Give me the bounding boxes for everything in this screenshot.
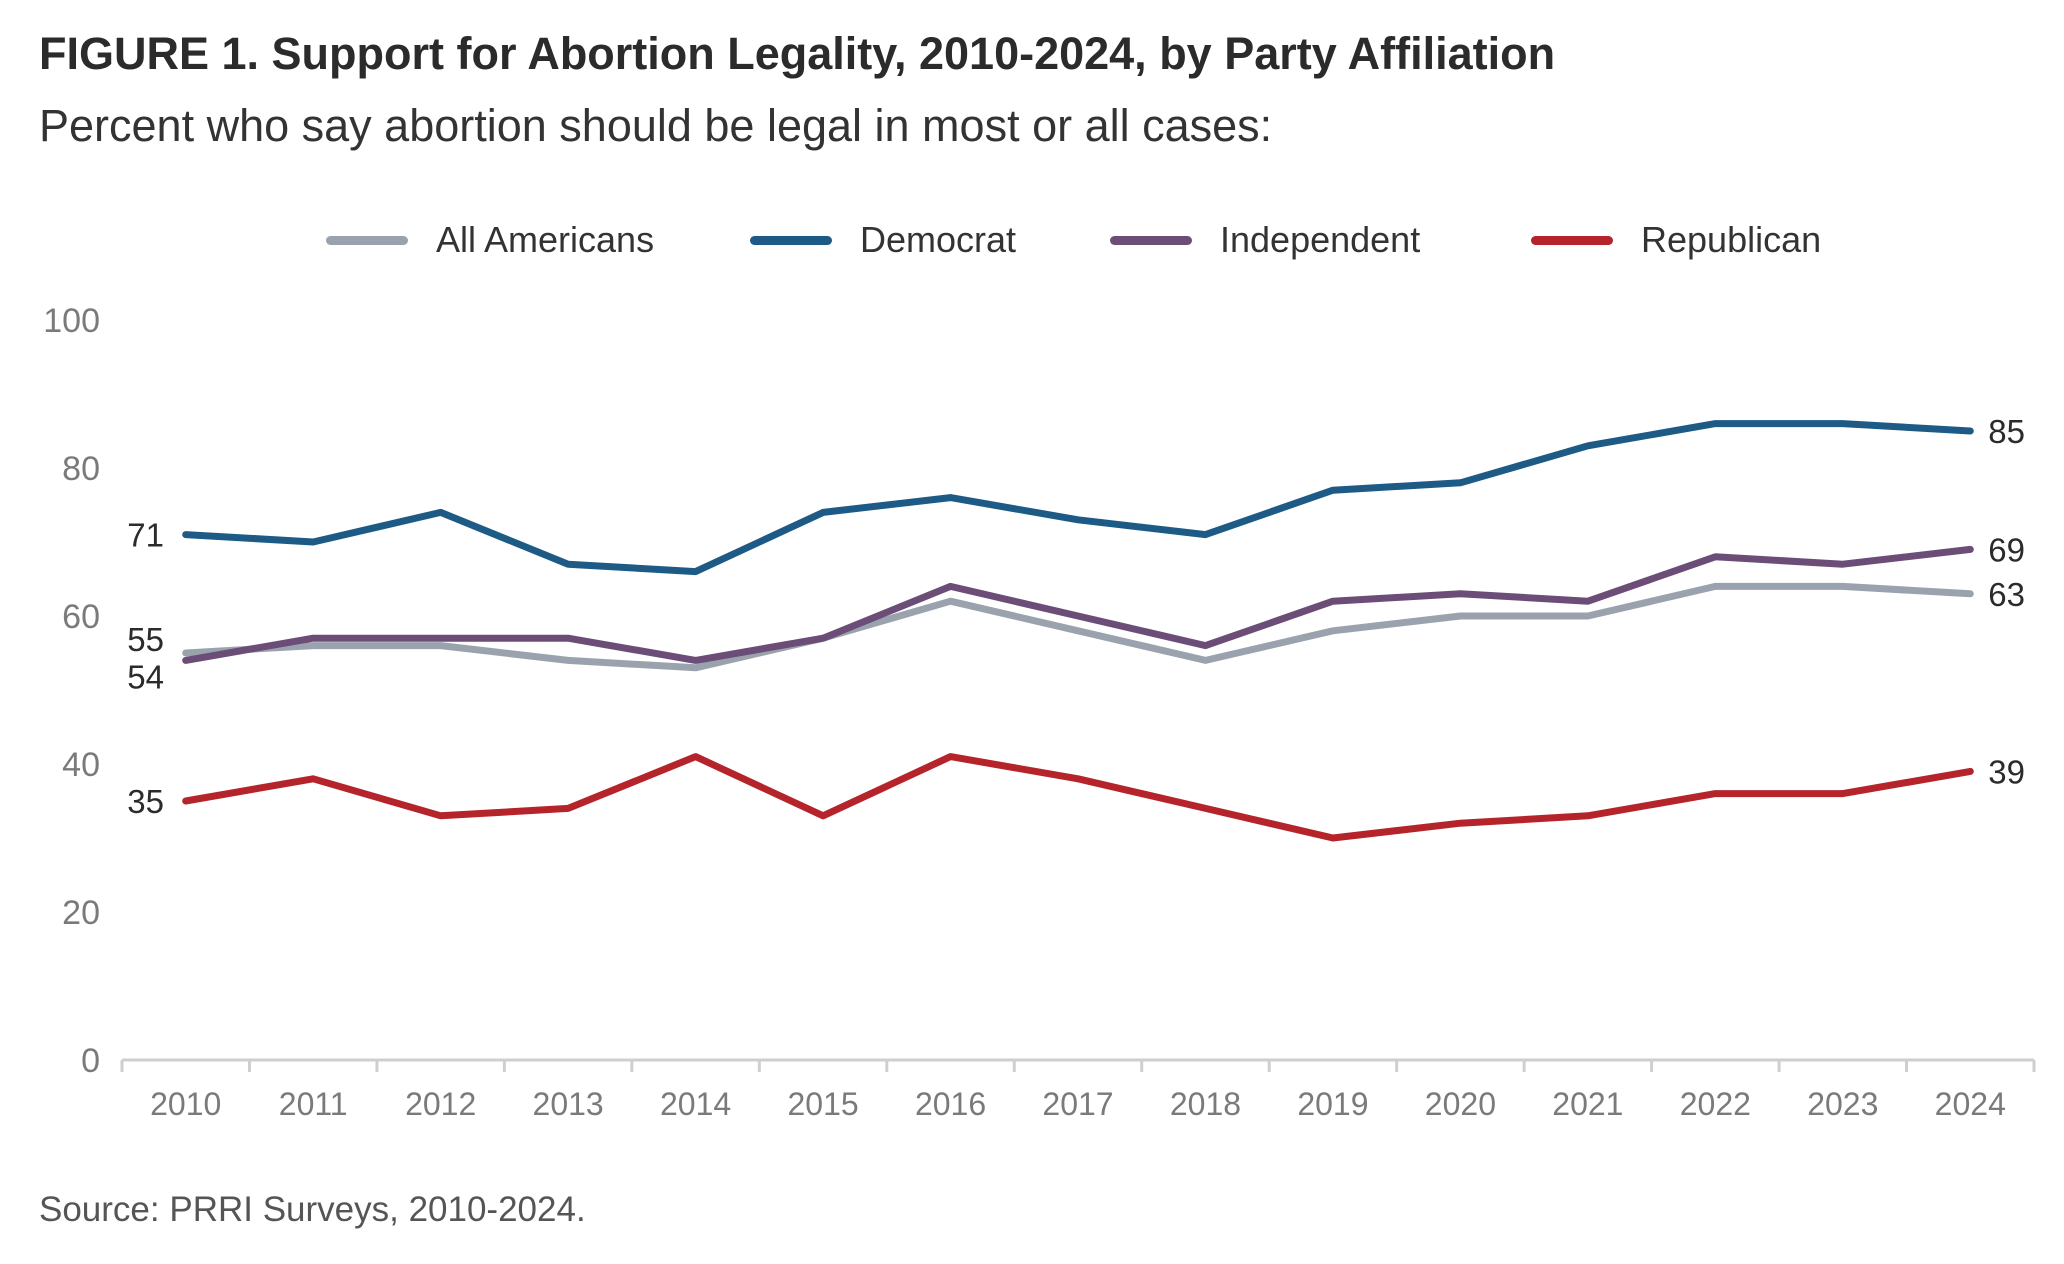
end-label-republican: 39 — [1988, 753, 2025, 790]
legend-label-republican: Republican — [1641, 219, 1822, 260]
chart-legend: All Americans Democrat Independent Repub… — [0, 210, 2064, 270]
x-tick-label: 2016 — [915, 1086, 986, 1122]
y-tick-label: 100 — [43, 302, 100, 340]
chart-subtitle: Percent who say abortion should be legal… — [39, 100, 1273, 151]
x-tick-label: 2012 — [405, 1086, 476, 1122]
legend-label-independent: Independent — [1220, 219, 1421, 260]
end-label-all-americans: 63 — [1988, 576, 2025, 613]
x-tick-label: 2015 — [787, 1086, 858, 1122]
x-tick-label: 2014 — [660, 1086, 731, 1122]
chart-source: Source: PRRI Surveys, 2010-2024. — [39, 1190, 586, 1229]
start-label-republican: 35 — [127, 783, 164, 820]
chart-axes: 2010 2011 2012 2013 2014 2015 2016 2017 2018 2019… — [43, 302, 2036, 1122]
legend-item-independent: Independent — [1110, 210, 1420, 270]
x-tick-label: 2011 — [279, 1086, 348, 1122]
y-tick-label: 40 — [62, 746, 100, 784]
legend-swatch-republican — [1531, 235, 1613, 245]
x-tick-label: 2020 — [1425, 1086, 1496, 1122]
x-tick-label: 2013 — [533, 1086, 604, 1122]
legend-item-democrat: Democrat — [750, 210, 1016, 270]
x-tick-label: 2018 — [1170, 1086, 1241, 1122]
x-tick-label: 2022 — [1680, 1086, 1751, 1122]
x-tick-label: 2010 — [150, 1086, 221, 1122]
x-tick-label: 2017 — [1042, 1086, 1113, 1122]
start-label-democrat: 71 — [127, 517, 164, 554]
series-line-republican — [182, 753, 1974, 842]
x-tick-label: 2023 — [1807, 1086, 1878, 1122]
legend-swatch-democrat — [750, 235, 832, 245]
legend-label-all-americans: All Americans — [436, 219, 655, 260]
legend-label-democrat: Democrat — [860, 219, 1017, 260]
chart-series — [182, 420, 1974, 842]
start-label-independent: 54 — [127, 658, 164, 695]
series-line-all-americans — [182, 582, 1974, 672]
legend-swatch-independent — [1110, 235, 1192, 245]
legend-item-all-americans: All Americans — [326, 210, 654, 270]
legend-swatch-all-americans — [326, 235, 408, 245]
y-tick-label: 0 — [81, 1042, 100, 1080]
x-tick-label: 2024 — [1935, 1086, 2006, 1122]
end-label-democrat: 85 — [1988, 413, 2025, 450]
x-tick-label: 2021 — [1552, 1086, 1623, 1122]
series-line-independent — [182, 545, 1974, 664]
chart-data-labels: 63 85 69 39 71 54 35 55 — [127, 413, 2025, 820]
chart-title: FIGURE 1. Support for Abortion Legality,… — [39, 28, 1556, 79]
x-tick-label: 2019 — [1297, 1086, 1368, 1122]
end-label-independent: 69 — [1988, 531, 2025, 568]
start-label-all-americans: 55 — [127, 621, 164, 658]
y-tick-label: 60 — [62, 598, 100, 636]
legend-item-republican: Republican — [1531, 210, 1821, 270]
y-tick-label: 20 — [62, 894, 100, 932]
series-line-democrat — [182, 420, 1974, 576]
y-tick-label: 80 — [62, 450, 100, 488]
